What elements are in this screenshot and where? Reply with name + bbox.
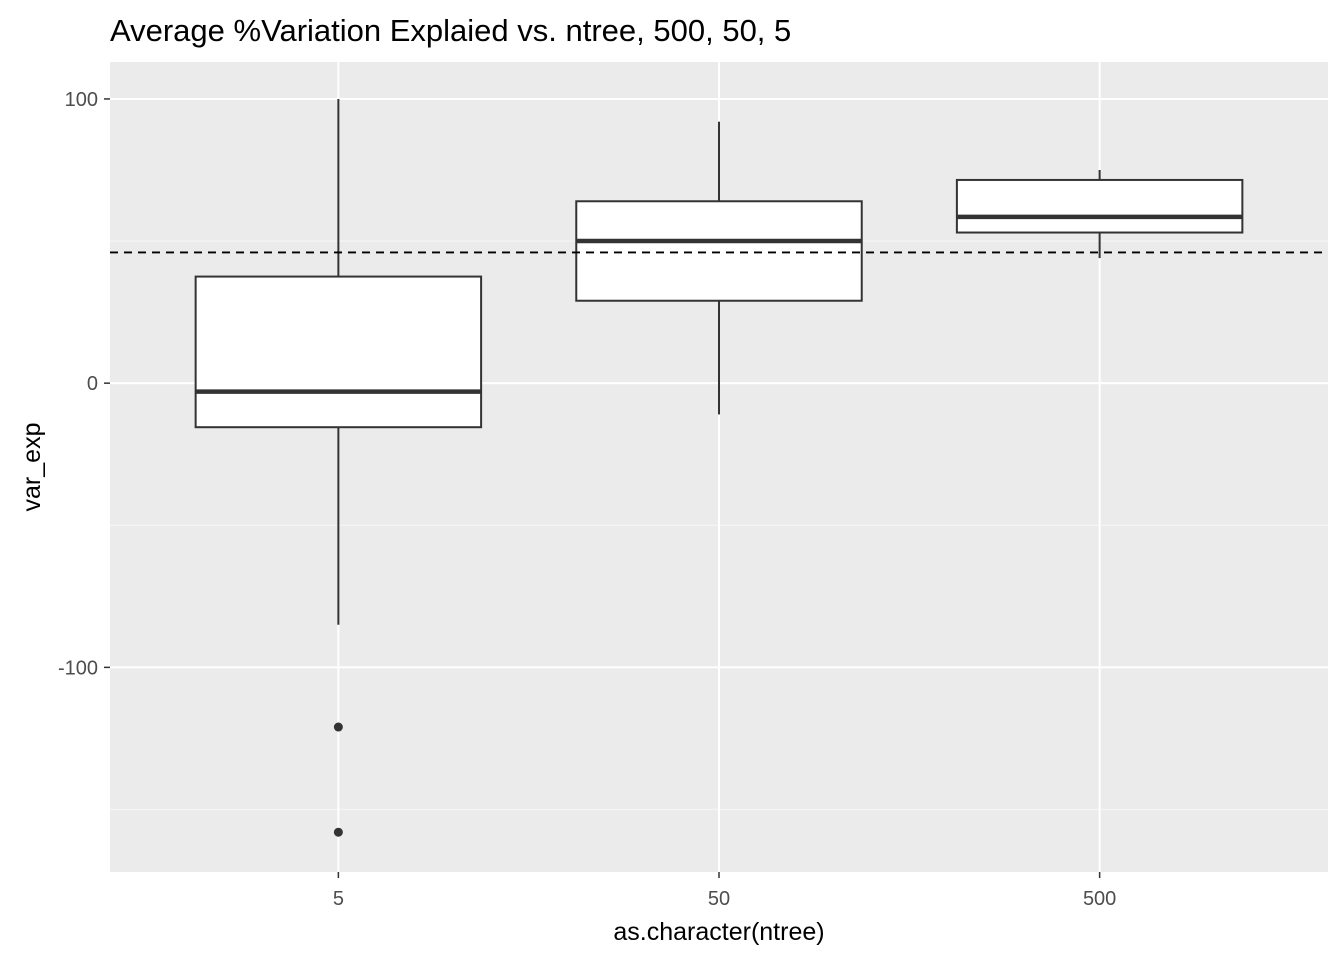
x-axis-title: as.character(ntree) — [613, 918, 824, 946]
box-50 — [575, 121, 863, 415]
box-body — [575, 200, 863, 302]
box-5 — [194, 98, 483, 837]
outlier-point — [333, 722, 343, 732]
box-body — [194, 275, 483, 429]
y-tick-label: 100 — [65, 89, 98, 111]
outlier-point — [333, 827, 343, 837]
y-axis-title: var_exp — [18, 423, 46, 512]
chart-title: Average %Variation Explaied vs. ntree, 5… — [110, 13, 791, 48]
y-tick-label: 0 — [87, 373, 98, 395]
x-axis: 5 50 500 — [333, 872, 1116, 910]
y-axis: -100 0 100 — [58, 89, 110, 679]
y-tick-label: -100 — [58, 657, 98, 679]
x-tick-label: 500 — [1083, 888, 1116, 910]
x-tick-label: 50 — [708, 888, 730, 910]
box-series — [194, 98, 1244, 837]
box-body — [955, 178, 1244, 234]
x-tick-label: 5 — [333, 888, 344, 910]
box-500 — [955, 170, 1244, 259]
